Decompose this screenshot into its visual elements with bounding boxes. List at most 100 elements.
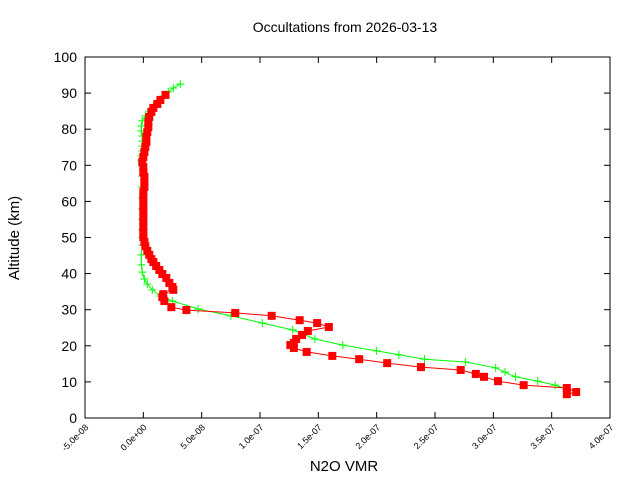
- y-tick-label: 0: [69, 410, 77, 426]
- data-point: [519, 381, 528, 390]
- data-point: [328, 351, 337, 360]
- data-point: [142, 137, 151, 146]
- data-point: [417, 363, 425, 372]
- data-point: [383, 359, 392, 368]
- y-tick-label: 80: [61, 121, 77, 137]
- data-point: [420, 355, 429, 364]
- data-point: [140, 147, 149, 156]
- y-tick-label: 50: [61, 230, 77, 246]
- data-point: [145, 112, 154, 121]
- data-point: [471, 369, 480, 378]
- y-tick-label: 90: [61, 85, 77, 101]
- x-tick-label: 2.5e-07: [412, 422, 441, 451]
- data-point: [140, 172, 149, 181]
- y-axis-label: Altitude (km): [6, 196, 23, 280]
- data-point: [139, 212, 148, 221]
- data-point: [138, 268, 147, 277]
- data-point: [139, 168, 148, 177]
- data-point: [258, 319, 267, 328]
- data-point: [169, 84, 178, 93]
- data-point: [372, 346, 381, 355]
- data-point: [160, 297, 169, 306]
- data-point: [144, 117, 153, 126]
- data-point: [394, 350, 403, 359]
- data-point: [139, 188, 148, 197]
- data-point: [480, 372, 488, 381]
- data-point: [139, 207, 148, 216]
- data-point: [298, 330, 306, 339]
- data-point: [140, 275, 149, 284]
- y-tick-label: 100: [54, 49, 78, 65]
- data-point: [313, 319, 322, 328]
- data-point: [139, 163, 148, 172]
- data-point: [355, 355, 364, 364]
- data-point: [461, 358, 470, 367]
- series-line: [141, 94, 578, 395]
- series-line: [140, 83, 571, 394]
- y-tick-label: 20: [61, 338, 77, 354]
- data-point: [139, 203, 148, 212]
- x-tick-label: 3.0e-07: [470, 422, 499, 451]
- data-point: [141, 242, 150, 251]
- x-tick-label: 5.0e-08: [178, 422, 207, 451]
- series-layer: [137, 80, 581, 399]
- series-0: [137, 80, 575, 398]
- data-point: [194, 304, 203, 313]
- data-point: [231, 308, 240, 317]
- chart-title: Occultations from 2026-03-13: [253, 19, 438, 35]
- data-point: [139, 228, 148, 237]
- data-point: [137, 260, 146, 269]
- x-tick-label: 1.0e-07: [237, 422, 266, 451]
- x-tick-label: 1.5e-07: [295, 422, 324, 451]
- data-point: [139, 193, 148, 202]
- data-point: [143, 280, 152, 289]
- data-point: [167, 303, 176, 312]
- data-point: [161, 90, 170, 99]
- y-tick-label: 70: [61, 157, 77, 173]
- y-tick-label: 40: [61, 266, 77, 282]
- data-point: [140, 237, 149, 246]
- data-point: [147, 107, 156, 116]
- data-point: [533, 377, 542, 386]
- data-point: [302, 347, 311, 356]
- data-point: [139, 233, 148, 242]
- data-point: [142, 133, 151, 142]
- data-point: [338, 341, 347, 350]
- x-tick-label: 4.0e-07: [587, 422, 616, 451]
- data-point: [494, 377, 502, 386]
- x-tick-label: 2.0e-07: [353, 422, 382, 451]
- data-point: [176, 80, 185, 89]
- ticks: 0 10 20 30 40 50 60 70 80 90 100 -5.0e-08 0.0e+00 5.0…: [54, 49, 616, 453]
- data-point: [143, 128, 152, 137]
- data-point: [139, 223, 148, 232]
- x-tick-label: 3.5e-07: [528, 422, 557, 451]
- data-point: [562, 384, 571, 393]
- data-point: [138, 158, 147, 167]
- data-point: [289, 343, 298, 352]
- data-point: [162, 273, 171, 282]
- data-point: [501, 368, 509, 377]
- data-point: [288, 325, 297, 334]
- data-point: [140, 177, 149, 186]
- data-point: [511, 372, 520, 381]
- data-point: [303, 326, 312, 335]
- data-point: [144, 123, 153, 132]
- data-point: [562, 390, 571, 399]
- series-1: [138, 90, 581, 399]
- data-point: [267, 311, 276, 320]
- data-point: [182, 306, 191, 315]
- plot-frame: [84, 56, 611, 419]
- data-point: [551, 381, 560, 390]
- data-point: [145, 250, 154, 259]
- data-point: [456, 365, 465, 374]
- data-point: [139, 152, 148, 161]
- data-point: [572, 388, 581, 397]
- y-tick-label: 10: [61, 374, 77, 390]
- data-point: [295, 316, 304, 325]
- data-point: [139, 217, 148, 226]
- data-point: [139, 198, 148, 207]
- data-point: [310, 334, 319, 343]
- x-axis-label: N2O VMR: [310, 458, 379, 475]
- y-tick-label: 30: [61, 302, 77, 318]
